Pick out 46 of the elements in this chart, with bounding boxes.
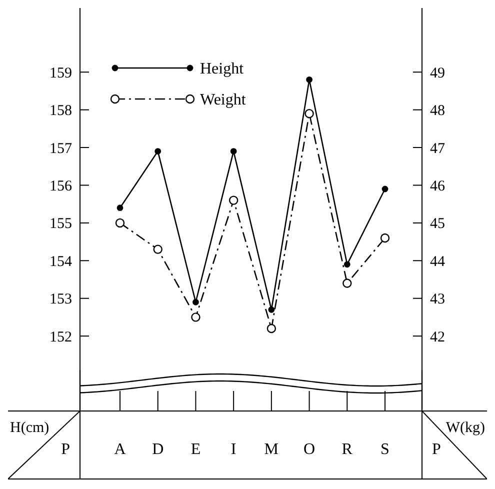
point: [304, 108, 314, 118]
y-tick-label: 158: [50, 103, 72, 120]
y-tick-label: 157: [50, 140, 72, 157]
y2-axis-title: W(kg): [446, 420, 485, 436]
legend-label: Weight: [200, 92, 246, 109]
point: [306, 76, 312, 83]
x-tick-label: S: [380, 441, 390, 458]
y-tick-label: 155: [50, 216, 72, 232]
y-tick-label: 159: [50, 65, 72, 82]
x-tick-label: E: [190, 441, 201, 458]
point: [153, 244, 162, 254]
y2-tick-label: 49: [430, 65, 445, 82]
text: P: [61, 441, 70, 458]
text: P: [432, 441, 441, 458]
point: [382, 186, 388, 192]
x-tick-label: M: [264, 441, 279, 458]
point: [266, 324, 276, 334]
y-axis-title: H(cm): [10, 420, 50, 436]
point: [191, 312, 200, 322]
x-tick-label: R: [342, 441, 353, 458]
y2-tick-label: 46: [430, 178, 446, 194]
point: [228, 196, 238, 205]
point: [344, 261, 350, 268]
point: [115, 218, 125, 228]
y2-tick-label: 42: [430, 329, 445, 346]
y-tick-label: 154: [50, 254, 72, 270]
point: [192, 298, 199, 306]
x-tick-label: O: [304, 441, 316, 458]
point: [268, 306, 275, 313]
y-tick-label: 156: [50, 178, 72, 194]
point: [342, 278, 352, 288]
point: [380, 233, 390, 243]
x-tick-label: A: [114, 441, 126, 458]
y2-tick-label: 43: [430, 292, 445, 308]
y-tick-label: 152: [50, 329, 72, 346]
x-tick-label: D: [152, 441, 164, 458]
point: [154, 148, 162, 154]
y2-tick-label: 45: [430, 216, 445, 232]
y2-tick-label: 44: [430, 254, 446, 270]
legend-label: Height: [200, 60, 244, 78]
y-tick-label: 153: [50, 292, 72, 308]
point: [230, 148, 237, 154]
x-tick-label: I: [230, 441, 236, 458]
point: [116, 204, 124, 212]
y2-tick-label: 48: [430, 103, 445, 120]
y2-tick-label: 47: [430, 140, 446, 157]
